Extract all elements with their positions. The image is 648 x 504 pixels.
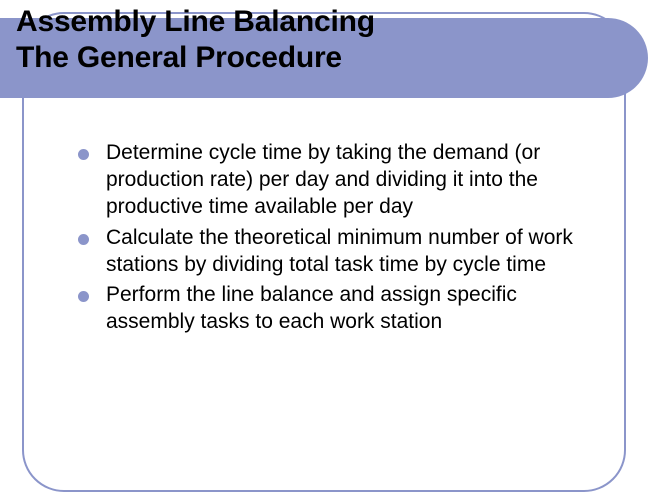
list-item: Calculate the theoretical minimum number… (72, 225, 592, 279)
bullet-icon (78, 234, 89, 245)
bullet-text: Calculate the theoretical minimum number… (106, 226, 573, 276)
slide-title: Assembly Line Balancing The General Proc… (16, 4, 626, 76)
list-item: Determine cycle time by taking the deman… (72, 140, 592, 221)
slide: Assembly Line Balancing The General Proc… (0, 0, 648, 504)
bullet-list: Determine cycle time by taking the deman… (72, 140, 592, 340)
bullet-icon (78, 291, 89, 302)
bullet-text: Determine cycle time by taking the deman… (106, 141, 540, 218)
title-line-2: The General Procedure (16, 40, 626, 76)
title-line-1: Assembly Line Balancing (16, 4, 626, 40)
bullet-icon (78, 149, 89, 160)
list-item: Perform the line balance and assign spec… (72, 282, 592, 336)
bullet-text: Perform the line balance and assign spec… (106, 283, 517, 333)
